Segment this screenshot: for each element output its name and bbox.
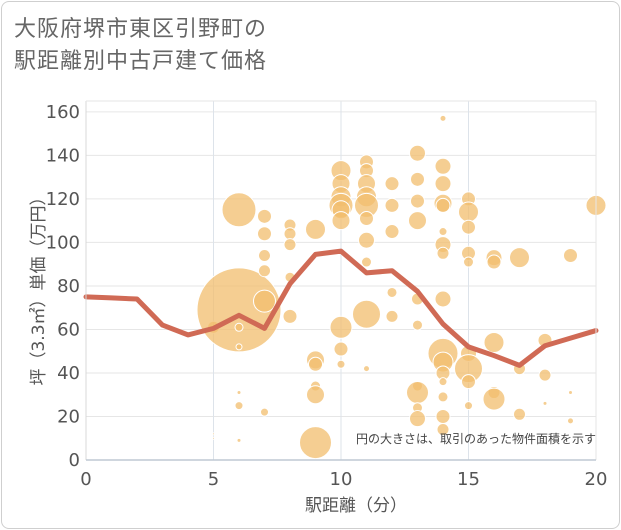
data-bubble bbox=[409, 144, 426, 162]
trend-layer bbox=[83, 248, 599, 368]
x-axis-label: 駅距離（分） bbox=[305, 496, 407, 516]
data-bubble bbox=[336, 359, 346, 369]
average-price-line bbox=[83, 248, 599, 368]
data-bubble bbox=[483, 332, 505, 354]
data-bubble bbox=[435, 197, 451, 213]
data-bubble bbox=[257, 226, 272, 242]
data-bubble bbox=[253, 289, 276, 313]
x-tick-label: 20 bbox=[585, 469, 608, 490]
data-bubble bbox=[236, 437, 242, 443]
data-bubble bbox=[538, 368, 552, 382]
data-bubble bbox=[542, 400, 548, 406]
data-bubble bbox=[385, 309, 399, 323]
data-bubble bbox=[434, 157, 452, 175]
data-bubble bbox=[257, 208, 272, 224]
size-note: 円の大きさは、取引のあった物件面積を示す bbox=[356, 431, 596, 446]
data-bubble bbox=[513, 407, 526, 421]
data-bubble bbox=[384, 224, 400, 240]
data-bubble bbox=[359, 210, 374, 226]
data-bubble bbox=[363, 365, 370, 373]
x-tick-label: 15 bbox=[457, 469, 480, 490]
data-bubble bbox=[384, 176, 400, 192]
y-tick-label: 120 bbox=[46, 189, 80, 210]
data-bubble bbox=[486, 254, 502, 270]
data-bubble bbox=[333, 341, 349, 357]
data-bubble bbox=[461, 219, 476, 235]
data-bubble bbox=[260, 407, 269, 417]
data-bubble bbox=[464, 401, 473, 411]
x-tick-label: 0 bbox=[80, 469, 91, 490]
data-bubble bbox=[410, 171, 425, 187]
data-bubble bbox=[384, 197, 400, 213]
data-bubble bbox=[258, 264, 271, 278]
data-bubble bbox=[437, 391, 449, 403]
y-tick-label: 80 bbox=[57, 276, 80, 297]
data-bubble bbox=[568, 390, 573, 396]
chart-title: 大阪府堺市東区引野町の 駅距離別中古戸建て価格 bbox=[14, 14, 267, 78]
data-bubble bbox=[563, 247, 578, 263]
data-bubble bbox=[458, 201, 479, 223]
data-bubble bbox=[212, 436, 215, 440]
title-line-2: 駅距離別中古戸建て価格 bbox=[14, 49, 268, 74]
y-tick-label: 40 bbox=[57, 363, 80, 384]
data-bubble bbox=[408, 211, 427, 231]
y-tick-label: 140 bbox=[46, 145, 80, 166]
data-bubble bbox=[258, 248, 271, 262]
data-bubble bbox=[306, 385, 325, 405]
data-bubble bbox=[434, 175, 452, 193]
data-bubble bbox=[361, 256, 372, 268]
data-bubble bbox=[412, 319, 423, 331]
data-bubble bbox=[212, 432, 215, 436]
data-bubble bbox=[435, 408, 451, 424]
x-tick-label: 10 bbox=[330, 469, 353, 490]
data-bubble bbox=[196, 267, 282, 353]
data-bubble bbox=[235, 343, 243, 351]
bubble-layer bbox=[196, 114, 607, 460]
data-bubble bbox=[439, 114, 447, 122]
y-tick-label: 20 bbox=[57, 406, 80, 427]
axes: 0 20 40 60 80 100 120 140 160 0 5 10 15 20 bbox=[46, 100, 608, 490]
data-bubble bbox=[436, 246, 450, 260]
data-bubble bbox=[410, 193, 425, 209]
data-bubble bbox=[406, 381, 429, 405]
y-tick-label: 0 bbox=[69, 450, 80, 471]
grid bbox=[86, 101, 596, 460]
data-bubble bbox=[409, 410, 426, 428]
data-bubble bbox=[236, 390, 242, 396]
y-tick-label: 100 bbox=[46, 232, 80, 253]
data-bubble bbox=[463, 256, 474, 268]
data-bubble bbox=[436, 423, 450, 437]
data-bubble bbox=[283, 227, 297, 241]
data-bubble bbox=[305, 218, 326, 240]
data-bubble bbox=[331, 211, 351, 231]
data-bubble bbox=[282, 308, 298, 324]
x-tick-label: 5 bbox=[208, 469, 219, 490]
data-bubble bbox=[358, 231, 375, 249]
data-bubble bbox=[386, 286, 398, 298]
data-bubble bbox=[283, 238, 297, 252]
data-bubble bbox=[509, 247, 530, 269]
y-axis-label: 坪（3.3㎡）単価（万円） bbox=[29, 188, 49, 385]
data-bubble bbox=[352, 299, 381, 329]
data-bubble bbox=[438, 227, 448, 237]
data-bubble bbox=[234, 322, 244, 332]
data-bubble bbox=[567, 417, 574, 425]
data-bubble bbox=[221, 192, 257, 228]
data-bubble bbox=[329, 315, 353, 339]
y-tick-label: 160 bbox=[46, 102, 80, 123]
data-bubble bbox=[299, 426, 332, 460]
data-bubble bbox=[438, 377, 448, 387]
data-bubble bbox=[461, 374, 476, 390]
data-bubble bbox=[434, 290, 452, 308]
data-bubble bbox=[234, 401, 244, 411]
data-bubble bbox=[308, 356, 323, 372]
data-bubble bbox=[482, 387, 506, 411]
y-tick-label: 60 bbox=[57, 319, 80, 340]
title-line-1: 大阪府堺市東区引野町の bbox=[14, 17, 268, 42]
